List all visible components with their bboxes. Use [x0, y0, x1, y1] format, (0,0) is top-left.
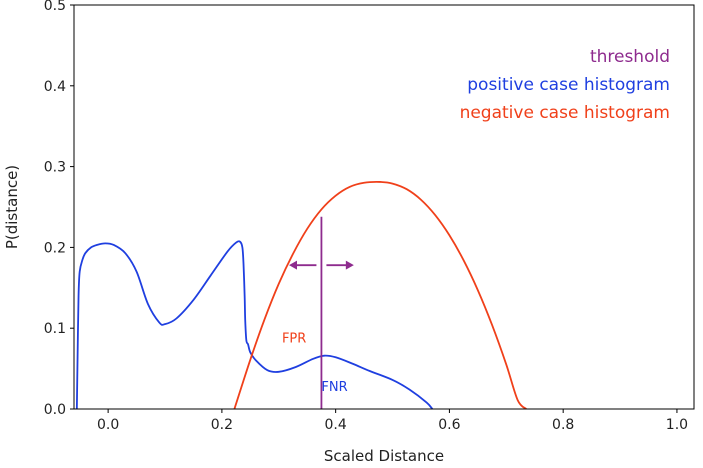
x-tick-label: 0.8	[552, 417, 574, 433]
legend-entry: positive case histogram	[467, 75, 670, 95]
y-tick-label: 0.5	[44, 0, 66, 14]
annotation-fnr: FNR	[321, 380, 347, 395]
y-tick-label: 0.3	[44, 160, 66, 176]
threshold-arrowhead-right	[345, 260, 354, 270]
legend-entry: negative case histogram	[460, 103, 670, 123]
series-line-positive	[75, 240, 434, 410]
legend-entry: threshold	[590, 47, 670, 67]
y-tick-label: 0.0	[44, 402, 66, 418]
y-tick-label: 0.2	[44, 240, 66, 256]
y-tick-label: 0.4	[44, 79, 66, 95]
x-tick-label: 0.0	[97, 417, 119, 433]
x-tick-label: 0.4	[325, 417, 347, 433]
x-tick-label: 1.0	[666, 417, 688, 433]
plot-frame	[73, 4, 695, 410]
series-line-negative	[233, 181, 527, 410]
x-tick-label: 0.6	[438, 417, 460, 433]
x-tick-label: 0.2	[211, 417, 233, 433]
y-axis-label: P(distance)	[3, 165, 21, 249]
x-axis-label: Scaled Distance	[324, 447, 444, 465]
threshold-arrowhead-left	[289, 260, 298, 270]
y-tick-label: 0.1	[44, 321, 66, 337]
annotation-fpr: FPR	[282, 332, 306, 347]
